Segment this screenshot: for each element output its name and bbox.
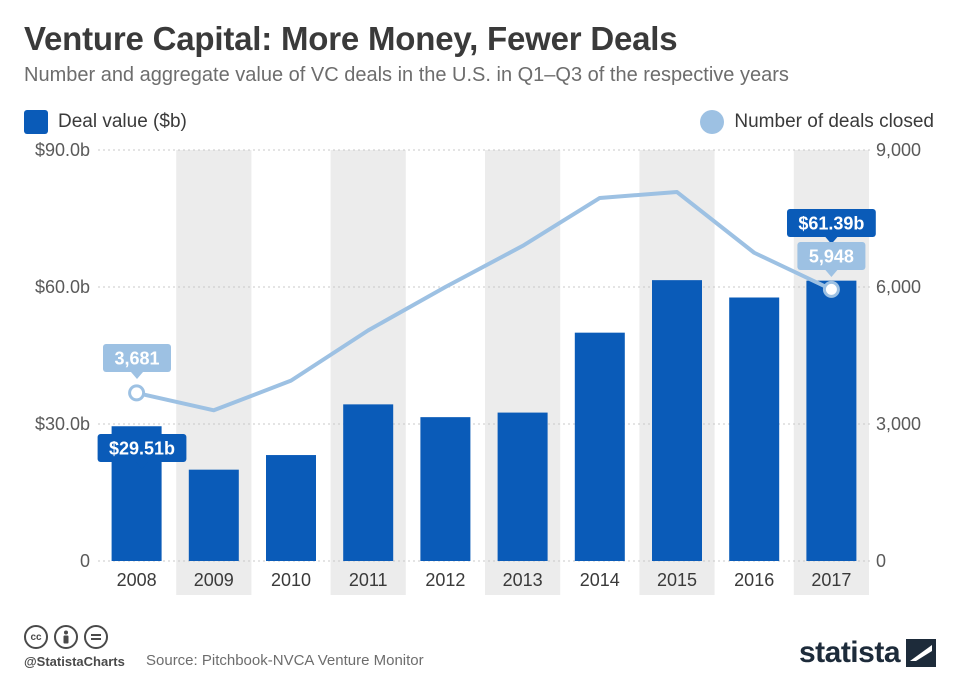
chart-title: Venture Capital: More Money, Fewer Deals <box>24 20 678 57</box>
bar-2013 <box>497 412 548 561</box>
statista-logo: statista <box>799 636 936 670</box>
x-tick-label: 2013 <box>503 570 543 590</box>
x-tick-label: 2009 <box>194 570 234 590</box>
chart-canvas: $90.0b $60.0b $30.0b 0 9,000 6,000 3,000 0 2008 2… <box>35 140 921 595</box>
legend-bar-swatch <box>24 110 48 134</box>
x-tick-label: 2016 <box>734 570 774 590</box>
bar-2010 <box>266 455 316 561</box>
deals-point-2017 <box>822 280 840 298</box>
data-label-deals-2008-pointer <box>131 372 143 379</box>
source-note: Source: Pitchbook-NVCA Venture Monitor <box>146 652 424 669</box>
y-right-tick-label: 9,000 <box>876 140 921 160</box>
bar-2015 <box>652 280 702 561</box>
bar-2009 <box>188 469 239 561</box>
data-label-deal-value-2017: $61.39b <box>798 214 864 234</box>
legend-deals-closed-label: Number of deals closed <box>734 111 934 132</box>
data-label-deal-value-2017-box <box>787 209 876 237</box>
data-label-deals-2017-box <box>797 242 866 270</box>
y-right-tick-label: 6,000 <box>876 277 921 297</box>
legend-deals-closed: Number of deals closed <box>700 110 934 134</box>
y-right-tick-label: 3,000 <box>876 414 921 434</box>
legend-deal-value: Deal value ($b) <box>24 110 187 134</box>
legend-deal-value-label: Deal value ($b) <box>58 111 187 132</box>
deals-closed-line <box>136 190 833 413</box>
y-left-tick-label: $60.0b <box>35 277 90 297</box>
data-label-deals-2008-box <box>103 344 171 372</box>
x-tick-label: 2014 <box>580 570 620 590</box>
chart-subtitle: Number and aggregate value of VC deals i… <box>24 64 789 86</box>
x-tick-label: 2011 <box>349 570 388 590</box>
bar-2011 <box>343 404 394 561</box>
data-label-deals-2017: 5,948 <box>809 247 854 267</box>
attribution-icon <box>54 625 78 649</box>
data-label-deal-value-2008-pointer <box>136 462 148 469</box>
license-icons: cc <box>24 625 108 649</box>
y-left-tick-label: $30.0b <box>35 414 90 434</box>
deals-point-2008 <box>128 384 146 402</box>
bar-2012 <box>420 417 471 561</box>
x-tick-label: 2010 <box>271 570 311 590</box>
legend-line-swatch <box>700 110 725 134</box>
y-right-tick-label: 0 <box>876 551 886 571</box>
data-label-deal-value-2008: $29.51b <box>109 439 175 459</box>
bar-2014 <box>574 332 625 561</box>
brand-mark-icon <box>906 639 936 667</box>
no-derivatives-icon <box>84 625 108 649</box>
y-left-tick-label: 0 <box>80 551 90 571</box>
x-tick-label: 2015 <box>657 570 697 590</box>
creative-commons-icon: cc <box>24 625 48 649</box>
data-label-deal-value-2017-pointer <box>825 237 838 244</box>
bar-2016 <box>729 297 780 561</box>
x-tick-label: 2008 <box>117 570 157 590</box>
y-left-tick-label: $90.0b <box>35 140 90 160</box>
x-tick-label: 2017 <box>811 570 851 590</box>
data-label-deal-value-2008-box <box>97 434 187 462</box>
social-handle: @StatistaCharts <box>24 654 125 669</box>
x-tick-label: 2012 <box>425 570 465 590</box>
data-label-deals-2017-pointer <box>825 270 838 277</box>
bar-2017 <box>806 280 857 561</box>
data-label-deals-2008: 3,681 <box>114 349 159 369</box>
brand-name: statista <box>798 636 901 669</box>
